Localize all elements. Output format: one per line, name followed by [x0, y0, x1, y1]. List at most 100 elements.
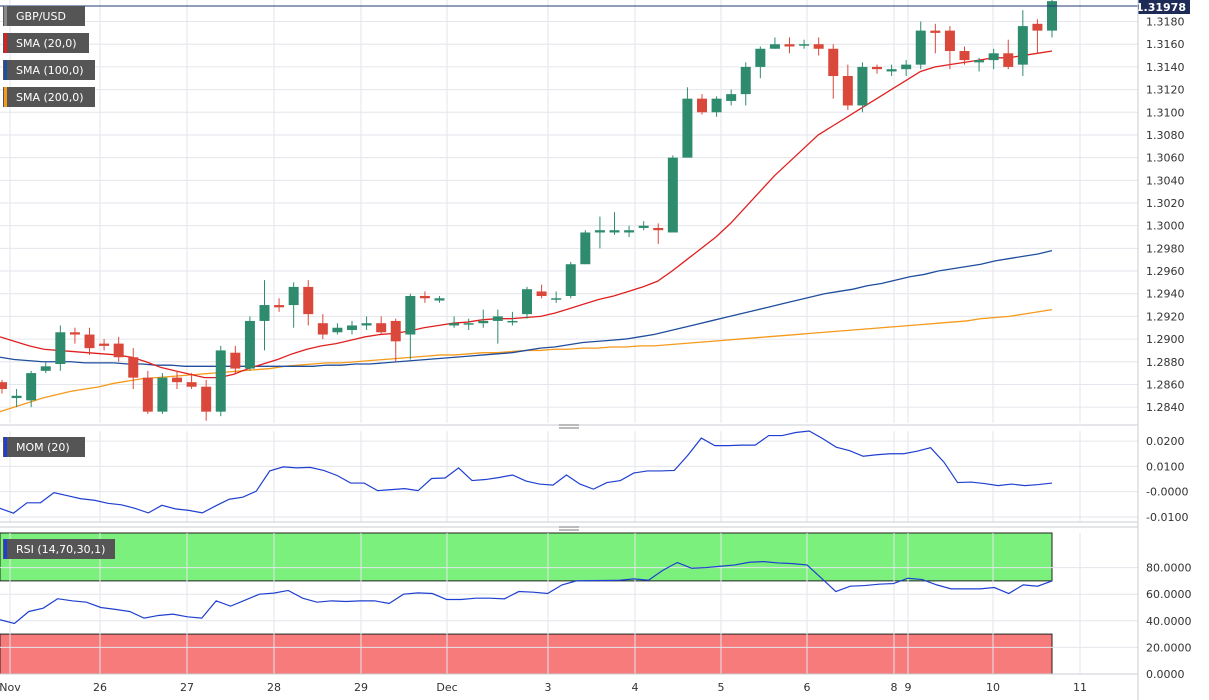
legend-rsi-swatch	[4, 539, 7, 559]
candle-body	[624, 230, 635, 233]
candle	[230, 345, 241, 374]
candle	[434, 295, 445, 303]
momentum-tick-label: -0.0100	[1146, 511, 1188, 524]
price-panel-bg	[0, 0, 1138, 423]
x-tick-label: 9	[905, 681, 912, 694]
candle	[142, 370, 153, 414]
price-tick-label: 1.3160	[1146, 38, 1185, 51]
x-tick-label: Dec	[436, 681, 457, 694]
candle	[361, 316, 372, 331]
candle-body	[872, 66, 882, 70]
candle-body	[361, 323, 372, 326]
candle-body	[274, 305, 285, 308]
legend-momentum: MOM (20)	[3, 437, 85, 457]
candle-body	[172, 377, 182, 383]
legend-momentum-label: MOM (20)	[16, 441, 70, 454]
candlesticks	[0, 0, 1057, 421]
candle	[1032, 19, 1043, 54]
panel-resize-handle-2[interactable]	[559, 526, 579, 531]
candle-body	[157, 377, 168, 412]
candle	[872, 64, 882, 74]
price-legend: GBP/USD SMA (20,0) SMA (100,0) SMA (200,…	[3, 6, 95, 107]
price-tick-label: 1.3000	[1146, 220, 1185, 233]
candle-body	[55, 332, 66, 365]
x-tick-label: 5	[718, 681, 725, 694]
candle	[740, 62, 751, 106]
candle	[901, 60, 912, 76]
x-tick-label: 6	[804, 681, 811, 694]
candle	[172, 370, 182, 389]
candle-body	[463, 323, 474, 325]
candle-body	[1017, 26, 1028, 65]
price-tick-label: 1.2900	[1146, 333, 1185, 346]
sma-100-path	[0, 249, 1053, 367]
candle-body	[215, 350, 226, 412]
candle-body	[201, 386, 212, 412]
candle-body	[142, 377, 153, 412]
candle	[99, 339, 110, 351]
legend-sma20-label: SMA (20,0)	[16, 37, 77, 50]
candle-body	[828, 48, 839, 76]
candle-body	[580, 232, 591, 265]
candle	[813, 37, 824, 56]
candle-body	[536, 291, 547, 296]
candle	[988, 48, 999, 70]
candle	[536, 284, 547, 299]
price-tick-label: 1.2880	[1146, 356, 1185, 369]
candle	[784, 37, 795, 54]
candle-body	[84, 334, 95, 349]
last-price-label: 1.31978	[1136, 1, 1186, 14]
price-tick-label: 1.3140	[1146, 61, 1185, 74]
rsi-tick-label: 20.0000	[1146, 641, 1192, 654]
x-tick-label: 27	[180, 681, 194, 694]
price-y-axis: 1.3180 1.3160 1.3140 1.3120 1.3100 1.3080 1.30…	[1146, 16, 1185, 415]
candle	[522, 286, 532, 319]
candle-body	[667, 157, 678, 233]
candle	[26, 370, 37, 408]
legend-sma200-label: SMA (200,0)	[16, 91, 84, 104]
candle	[113, 336, 124, 362]
legend-rsi: RSI (14,70,30,1)	[3, 539, 115, 559]
rsi-panel: 80.0000 60.0000 40.0000 20.0000 0.0000 RSI (…	[0, 532, 1192, 681]
candle-body	[551, 298, 562, 300]
price-tick-label: 1.2860	[1146, 378, 1185, 391]
x-tick-label: 4	[632, 681, 639, 694]
panel-resize-handle-1[interactable]	[559, 424, 579, 429]
candle-body	[186, 382, 197, 387]
candle-body	[317, 323, 328, 335]
rsi-path	[0, 560, 1053, 625]
candle-body	[944, 30, 955, 52]
rsi-overbought-zone	[0, 532, 1053, 582]
candle-body	[886, 69, 897, 72]
legend-sma200: SMA (200,0)	[3, 87, 95, 107]
candle	[507, 311, 518, 326]
price-tick-label: 1.2940	[1146, 288, 1185, 301]
x-tick-label: 8	[891, 681, 898, 694]
legend-sma100-label: SMA (100,0)	[16, 64, 84, 77]
candle	[638, 221, 649, 231]
candle-body	[799, 44, 810, 46]
candle-body	[988, 53, 999, 61]
candle	[492, 309, 503, 344]
candle-body	[857, 66, 868, 106]
momentum-y-axis: 0.0200 0.0100 -0.0000 -0.0100	[1146, 435, 1188, 524]
candle	[419, 291, 430, 303]
candle	[1047, 0, 1057, 38]
candle	[40, 361, 51, 374]
momentum-tick-label: 0.0200	[1146, 435, 1185, 448]
candle-body	[332, 327, 343, 333]
candle-body	[901, 64, 912, 70]
candle	[624, 225, 635, 238]
candle	[755, 46, 766, 79]
legend-rsi-label: RSI (14,70,30,1)	[16, 543, 105, 556]
rsi-zones	[0, 532, 1053, 675]
candle	[11, 388, 22, 408]
candle-body	[390, 320, 401, 342]
rsi-oversold-zone	[0, 633, 1053, 675]
candle-body	[405, 295, 416, 335]
candle	[157, 373, 168, 414]
candle-body	[653, 227, 664, 231]
candle-body	[230, 352, 241, 369]
legend-gbpusd-label: GBP/USD	[16, 10, 66, 23]
price-tick-label: 1.2960	[1146, 265, 1185, 278]
